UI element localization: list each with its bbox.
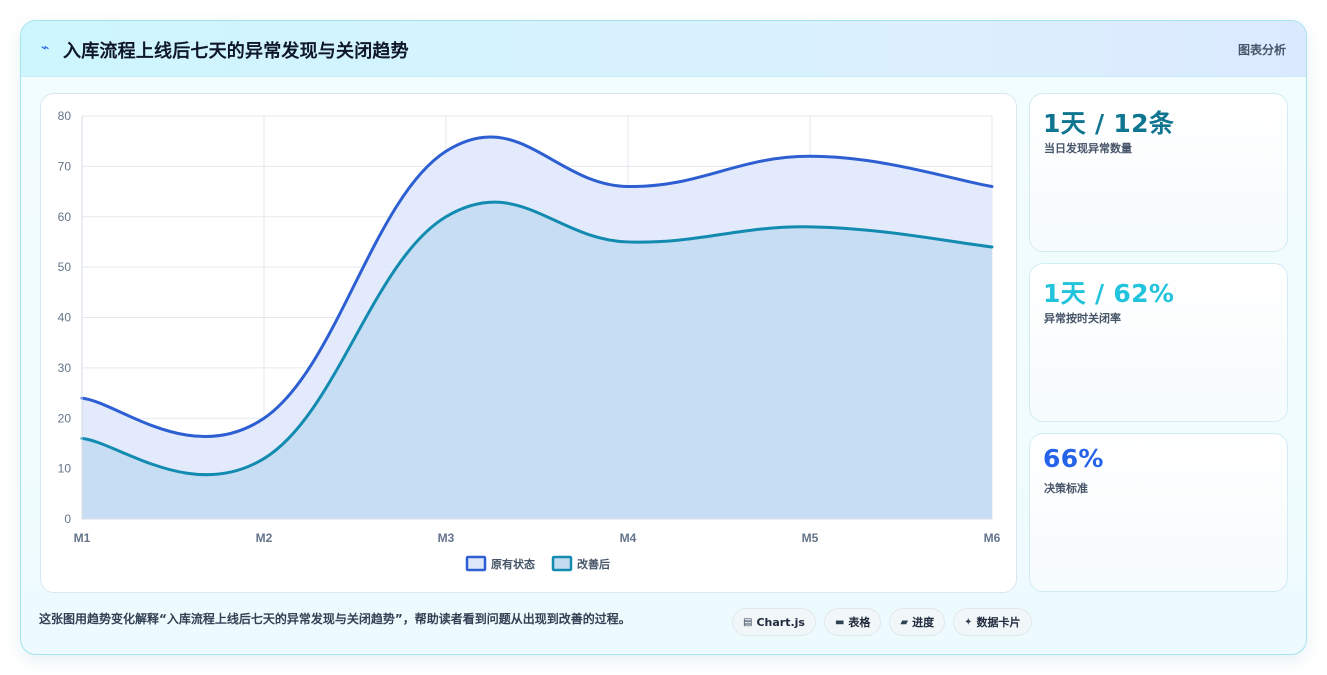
chart-icon: ▤ — [743, 616, 753, 628]
y-tick-label: 20 — [58, 411, 72, 425]
y-tick-label: 60 — [58, 210, 72, 224]
chip-progress[interactable]: ▰ 进度 — [889, 608, 946, 636]
y-tick-label: 70 — [58, 159, 72, 173]
stat-label: 当日发现异常数量 — [1044, 142, 1132, 155]
legend-label: 改善后 — [577, 557, 610, 571]
chip-chartjs[interactable]: ▤ Chart.js — [732, 608, 816, 636]
stat-label: 异常按时关闭率 — [1044, 312, 1121, 325]
stat-value: 1天 / 62% — [1043, 279, 1175, 308]
x-tick-label: M5 — [802, 531, 819, 545]
table-icon: ▬ — [834, 616, 845, 628]
stat-card-close-rate: 1天 / 62% 异常按时关闭率 — [1029, 263, 1288, 422]
chart-panel: 0 10 20 30 40 50 60 70 80 M1 M2 M3 M4 M5 M6 原有状态 改善后 — [40, 93, 1017, 593]
chart-lines — [80, 135, 994, 477]
stat-value: 1天 / 12条 — [1043, 109, 1175, 138]
tag-chips: ▤ Chart.js ▬ 表格 ▰ 进度 ✦ 数据卡片 — [732, 608, 1032, 636]
legend-label: 原有状态 — [491, 557, 535, 571]
series-line-1 — [80, 200, 994, 477]
stat-card-daily-anomalies: 1天 / 12条 当日发现异常数量 — [1029, 93, 1288, 252]
card-header: ⌁ 入库流程上线后七天的异常发现与关闭趋势 图表分析 — [21, 21, 1306, 77]
sparkle-icon: ✦ — [964, 616, 973, 628]
series-line-0 — [80, 135, 994, 439]
chart-areas — [82, 136, 992, 519]
page-title: 入库流程上线后七天的异常发现与关闭趋势 — [63, 41, 409, 62]
x-tick-label: M2 — [256, 531, 273, 545]
progress-icon: ▰ — [900, 616, 909, 628]
chip-label: Chart.js — [756, 615, 805, 629]
chip-label: 进度 — [912, 616, 935, 629]
x-tick-label: M6 — [984, 531, 1001, 545]
chart-card: ⌁ 入库流程上线后七天的异常发现与关闭趋势 图表分析 0 10 20 30 40 50 60… — [20, 20, 1307, 655]
chip-label: 数据卡片 — [976, 616, 1021, 629]
chip-table[interactable]: ▬ 表格 — [823, 608, 882, 636]
chip-label: 表格 — [848, 616, 871, 629]
x-tick-label: M4 — [620, 531, 637, 545]
y-tick-label: 50 — [58, 260, 72, 274]
stat-label: 决策标准 — [1044, 482, 1088, 495]
chart-description: 这张图用趋势变化解释“入库流程上线后七天的异常发现与关闭趋势”，帮助读者看到问题… — [39, 612, 631, 626]
stat-value: 66% — [1043, 444, 1104, 473]
y-tick-label: 80 — [58, 109, 72, 123]
y-tick-label: 40 — [58, 311, 72, 325]
chart-axes: 0 10 20 30 40 50 60 70 80 M1 M2 M3 M4 M5 M6 — [58, 109, 1001, 545]
x-tick-label: M3 — [438, 531, 455, 545]
x-tick-label: M1 — [74, 531, 91, 545]
line-area-chart: 0 10 20 30 40 50 60 70 80 M1 M2 M3 M4 M5 M6 原有状态 改善后 — [58, 109, 1001, 572]
y-tick-label: 0 — [64, 512, 71, 526]
stat-card-decision-standard: 66% 决策标准 — [1029, 433, 1288, 592]
bolt-icon: ⌁ — [41, 40, 50, 56]
chart-analysis-label: 图表分析 — [1237, 43, 1286, 57]
series-area-1 — [82, 202, 992, 519]
chip-data-card[interactable]: ✦ 数据卡片 — [953, 608, 1032, 636]
legend-swatch — [465, 555, 487, 572]
y-tick-label: 30 — [58, 361, 72, 375]
chart-legend: 原有状态 改善后 — [465, 555, 610, 572]
legend-swatch — [551, 555, 573, 572]
y-tick-label: 10 — [58, 462, 72, 476]
